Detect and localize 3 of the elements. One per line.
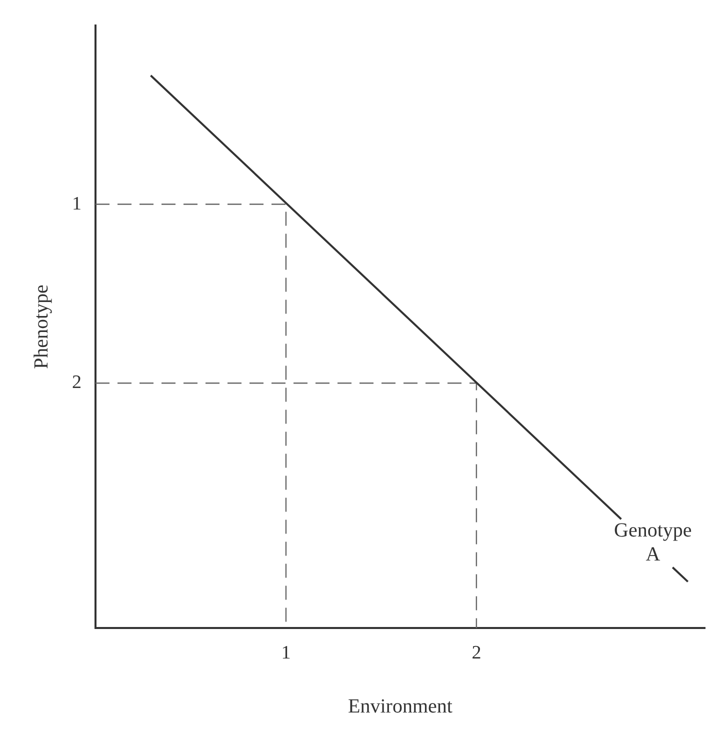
x-axis-title: Environment bbox=[348, 695, 453, 718]
y-axis-title: Phenotype bbox=[30, 284, 52, 370]
series-label: Genotype A bbox=[614, 519, 692, 566]
